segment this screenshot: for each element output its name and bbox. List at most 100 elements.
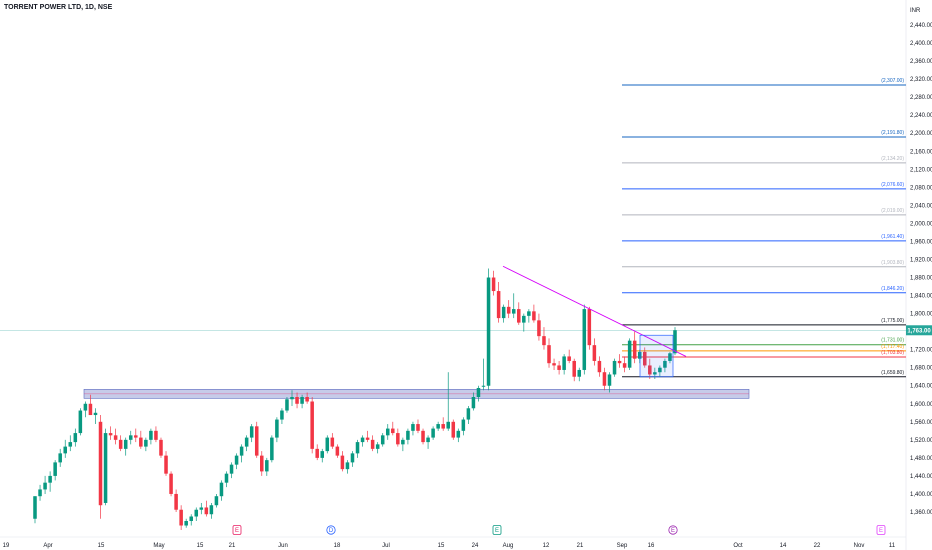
fib-extension[interactable]: (2,307.00) (2,191.80) (2,134.20) (2,076.60)… bbox=[622, 78, 906, 378]
candle bbox=[260, 451, 264, 476]
drawings[interactable] bbox=[502, 265, 687, 378]
price-tick-label: 1,560.00 bbox=[910, 420, 932, 426]
candle-body bbox=[244, 437, 249, 447]
event-marker[interactable]: E bbox=[668, 525, 678, 535]
candle bbox=[134, 428, 138, 443]
candle-body bbox=[280, 410, 284, 420]
candle bbox=[270, 435, 274, 463]
candle bbox=[224, 471, 229, 488]
time-tick-label: 15 bbox=[98, 543, 105, 549]
candle bbox=[416, 419, 420, 434]
fib-level-label: (2,307.00) bbox=[881, 78, 904, 84]
candle-body bbox=[43, 482, 47, 490]
candle-body bbox=[607, 374, 612, 386]
candle-body bbox=[617, 360, 622, 364]
candle bbox=[159, 437, 163, 458]
time-tick-label: 15 bbox=[197, 543, 204, 549]
candle bbox=[209, 502, 214, 519]
candle bbox=[149, 428, 153, 445]
time-axis[interactable]: 19 Apr 15 May 15 21 Jun 18 Jul 15 24 Aug 12 21 Sep 16 Oc… bbox=[3, 543, 896, 549]
candle-body bbox=[139, 437, 143, 447]
candle bbox=[48, 471, 52, 492]
price-tick-label: 2,080.00 bbox=[910, 185, 932, 191]
candle-body bbox=[265, 460, 269, 472]
candle bbox=[335, 444, 340, 458]
candle bbox=[391, 421, 395, 436]
candle-body bbox=[375, 444, 380, 449]
candle-body bbox=[134, 435, 138, 438]
candle bbox=[113, 428, 118, 445]
candle bbox=[204, 500, 209, 517]
candle-body bbox=[33, 496, 37, 519]
price-tick-label: 2,440.00 bbox=[910, 23, 932, 29]
candle bbox=[491, 270, 496, 296]
event-marker-box[interactable] bbox=[232, 525, 242, 535]
fib-level-label: (2,191.80) bbox=[881, 130, 904, 136]
candle-body bbox=[602, 372, 607, 386]
candle bbox=[73, 428, 78, 447]
candle-body bbox=[88, 403, 93, 416]
trendline[interactable] bbox=[502, 265, 687, 357]
event-marker[interactable]: E bbox=[492, 525, 502, 535]
price-tick-label: 2,360.00 bbox=[910, 59, 932, 65]
event-marker-letter: D bbox=[329, 528, 334, 534]
candle-body bbox=[491, 277, 496, 292]
candle bbox=[63, 439, 67, 458]
candle bbox=[194, 507, 199, 521]
candle bbox=[501, 304, 506, 323]
candle bbox=[83, 401, 88, 418]
event-marker[interactable]: E bbox=[876, 525, 886, 535]
candle-body bbox=[517, 309, 521, 323]
candle-body bbox=[673, 330, 677, 354]
candle-body bbox=[310, 401, 314, 449]
candle bbox=[375, 442, 380, 454]
candle-body bbox=[58, 453, 62, 463]
candle bbox=[426, 435, 430, 449]
price-tick-label: 1,480.00 bbox=[910, 456, 932, 462]
fib-level-label: (1,659.80) bbox=[881, 370, 904, 376]
candle bbox=[380, 433, 385, 447]
candle-body bbox=[184, 521, 188, 526]
candle bbox=[340, 451, 345, 472]
event-marker[interactable]: D bbox=[326, 525, 336, 535]
candle bbox=[239, 444, 244, 463]
candle bbox=[229, 462, 234, 479]
candle-body bbox=[159, 439, 163, 456]
candle-body bbox=[496, 291, 501, 319]
candle bbox=[522, 313, 526, 332]
candle bbox=[310, 397, 314, 454]
event-marker-circle[interactable] bbox=[668, 525, 678, 535]
event-marker-circle[interactable] bbox=[326, 525, 336, 535]
candle bbox=[481, 358, 486, 391]
candle bbox=[108, 426, 113, 440]
support-zone[interactable] bbox=[83, 389, 750, 399]
candle-body bbox=[431, 428, 435, 438]
event-marker[interactable]: E bbox=[232, 525, 242, 535]
highlight-box[interactable] bbox=[639, 334, 674, 378]
candle bbox=[441, 417, 445, 431]
candle bbox=[219, 480, 224, 501]
current-price-label: 1,763.00 bbox=[906, 325, 932, 336]
candle bbox=[285, 397, 289, 413]
candle-body bbox=[648, 365, 652, 375]
candle-body bbox=[411, 424, 415, 431]
candle bbox=[139, 430, 143, 449]
price-axis[interactable]: 2,440.00 2,400.00 2,360.00 2,320.00 2,280.00… bbox=[910, 23, 932, 516]
candle-body bbox=[370, 439, 375, 449]
event-marker-box[interactable] bbox=[876, 525, 886, 535]
candle bbox=[396, 428, 400, 447]
candle-body bbox=[315, 448, 319, 458]
event-marker-box[interactable] bbox=[492, 525, 502, 535]
chart-title: TORRENT POWER LTD, 1D, NSE bbox=[4, 4, 113, 11]
fib-level-label: (1,703.80) bbox=[881, 350, 904, 356]
candle-body bbox=[335, 446, 340, 456]
candle bbox=[300, 394, 304, 409]
event-marker-letter: E bbox=[879, 528, 883, 534]
candle bbox=[517, 302, 521, 325]
candle-body bbox=[123, 439, 128, 449]
price-tick-label: 1,640.00 bbox=[910, 384, 932, 390]
candle bbox=[169, 471, 173, 497]
candle bbox=[597, 356, 602, 377]
